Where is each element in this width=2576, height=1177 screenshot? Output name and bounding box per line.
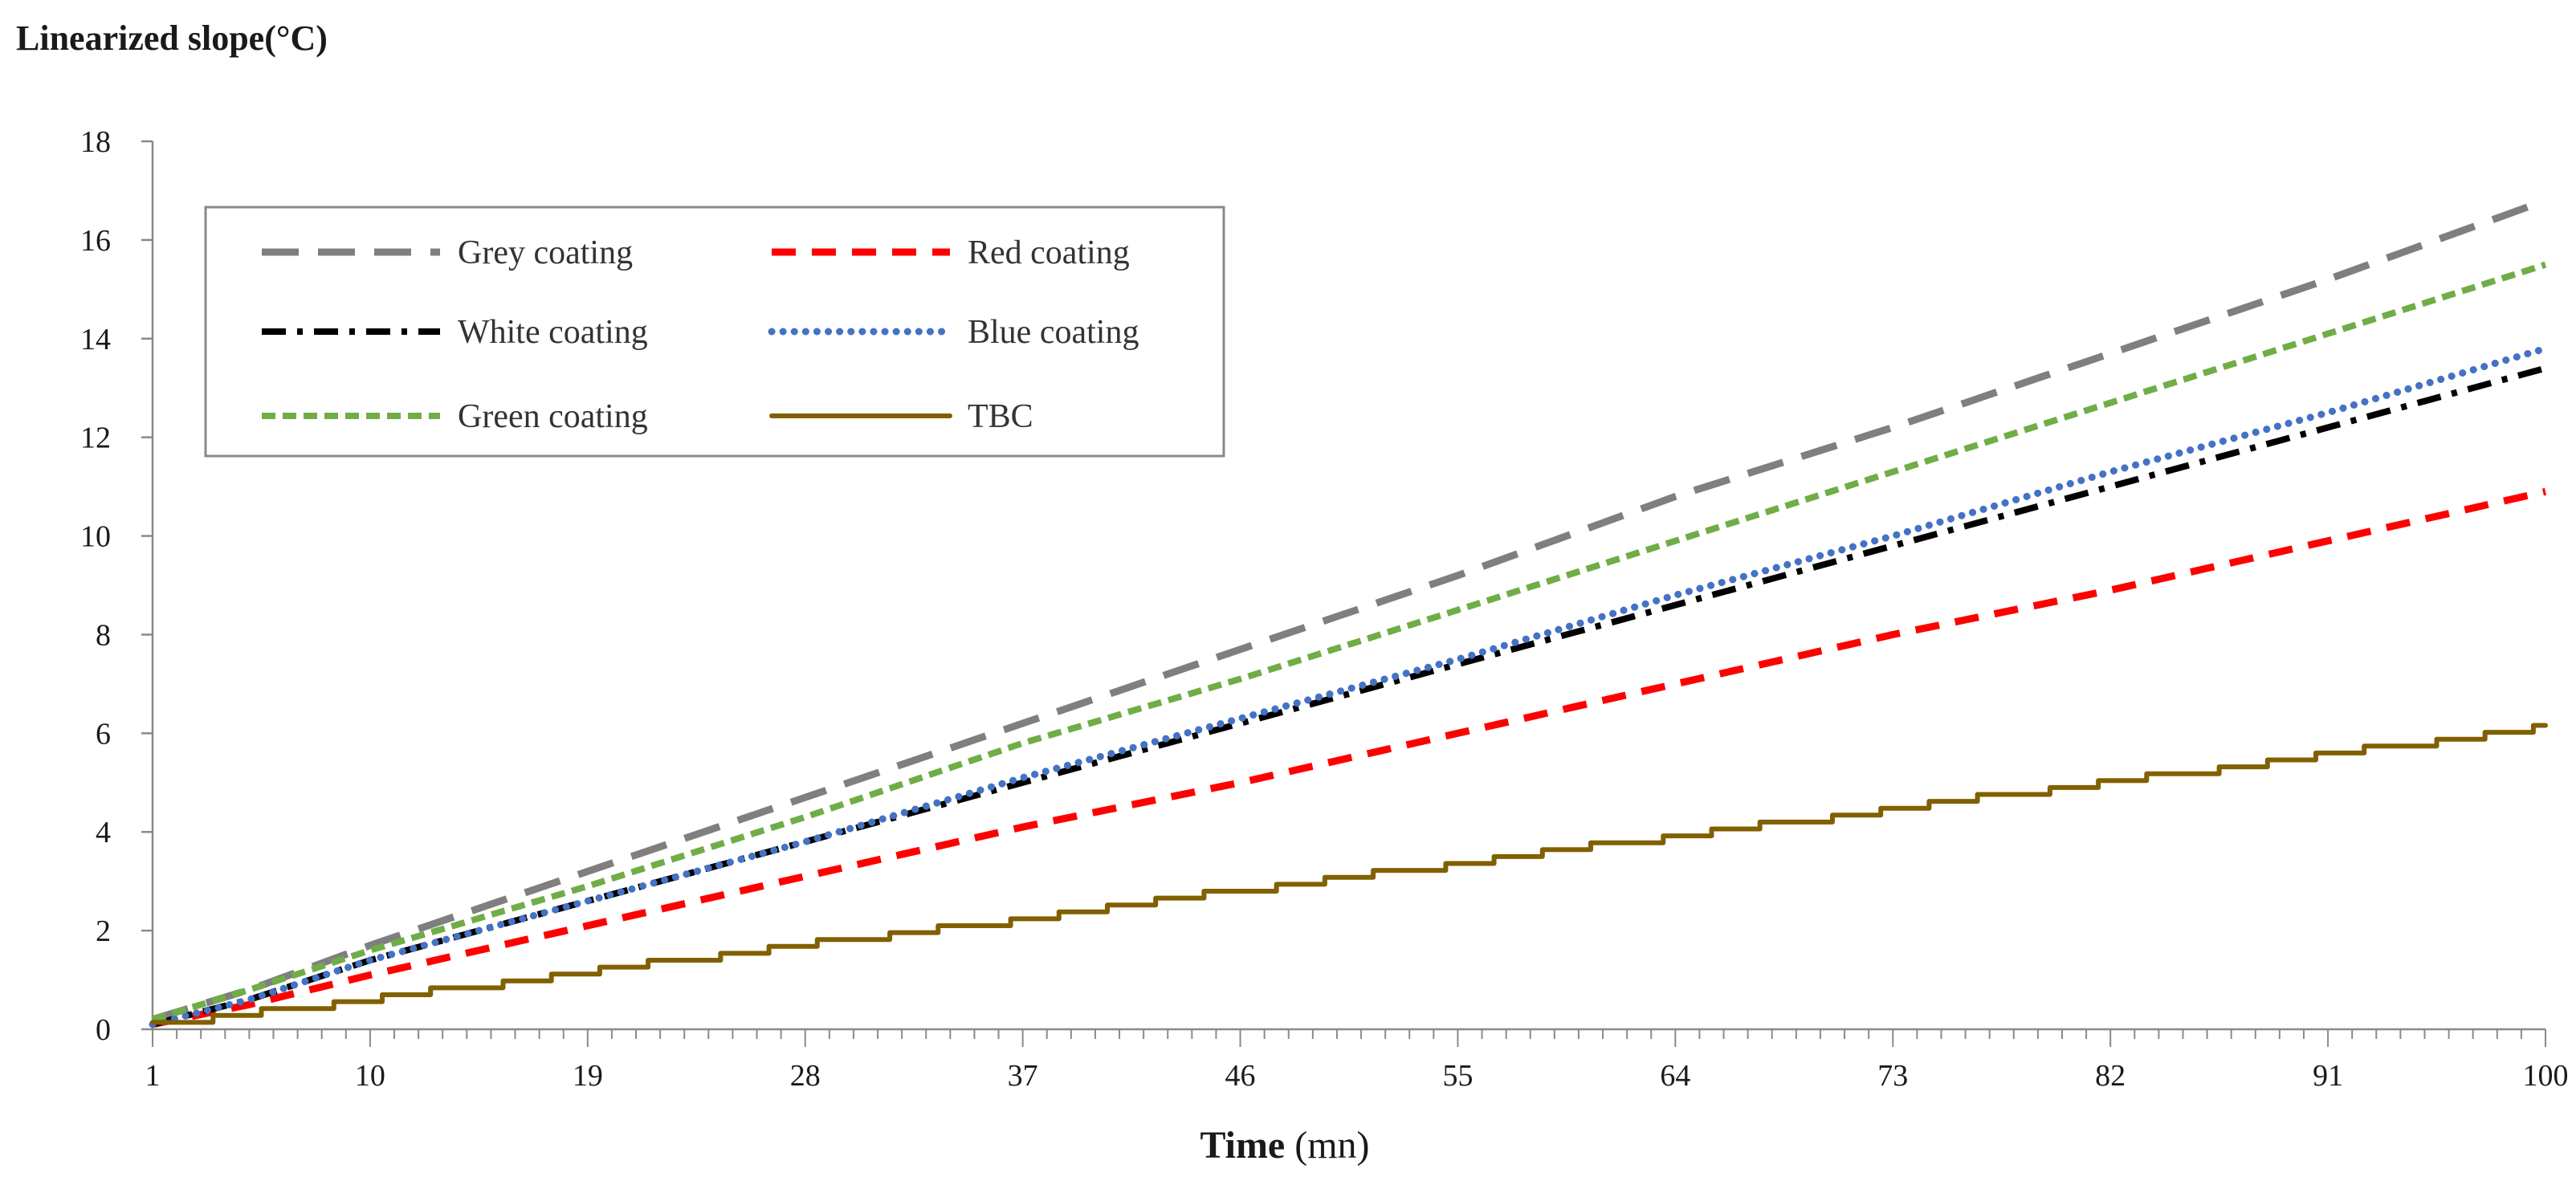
- legend-label: Red coating: [968, 234, 1130, 271]
- y-tick-label: 2: [96, 914, 111, 948]
- x-axis-label-main: Time: [1200, 1124, 1285, 1167]
- series-line-tbc: [150, 723, 2548, 1025]
- legend-label: White coating: [458, 314, 648, 351]
- x-tick-label: 100: [2523, 1059, 2569, 1093]
- legend-label: Blue coating: [968, 314, 1139, 351]
- series-line-grey-coating: [151, 197, 2547, 1024]
- series-line-white-coating: [152, 365, 2547, 1028]
- x-tick-label: 37: [1008, 1059, 1038, 1093]
- x-tick-label: 1: [145, 1059, 161, 1093]
- legend-label: Green coating: [458, 398, 648, 435]
- x-tick-label: 10: [355, 1059, 385, 1093]
- series-line-blue-coating: [149, 344, 2550, 1028]
- y-tick-label: 0: [96, 1013, 111, 1047]
- x-axis-label: Time (mn): [1200, 1124, 1369, 1167]
- y-tick-label: 18: [80, 125, 111, 159]
- y-tick-label: 8: [96, 618, 111, 652]
- y-tick-label: 4: [96, 816, 111, 849]
- y-tick-label: 14: [80, 323, 111, 356]
- legend-label: Grey coating: [458, 234, 633, 271]
- x-tick-label: 73: [1877, 1059, 1908, 1093]
- chart-title: Linearized slope(°C): [16, 18, 328, 58]
- x-tick-label: 55: [1442, 1059, 1473, 1093]
- legend: Grey coating Red coating White coating Blue…: [204, 206, 1225, 458]
- x-tick-label: 19: [573, 1059, 603, 1093]
- x-tick-label: 82: [2095, 1059, 2126, 1093]
- series-line-green-coating: [151, 261, 2547, 1023]
- x-axis-label-unit: (mn): [1294, 1124, 1369, 1167]
- legend-label: TBC: [968, 398, 1033, 435]
- y-tick-label: 12: [80, 422, 111, 455]
- x-tick-label: 28: [790, 1059, 821, 1093]
- y-tick-label: 6: [96, 717, 111, 751]
- series-line-red-coating: [152, 487, 2546, 1028]
- y-tick-label: 16: [80, 224, 111, 258]
- x-tick-label: 46: [1225, 1059, 1256, 1093]
- series-layer: [149, 197, 2550, 1028]
- x-tick-label: 91: [2313, 1059, 2343, 1093]
- y-tick-label: 10: [80, 520, 111, 554]
- x-tick-label: 64: [1660, 1059, 1690, 1093]
